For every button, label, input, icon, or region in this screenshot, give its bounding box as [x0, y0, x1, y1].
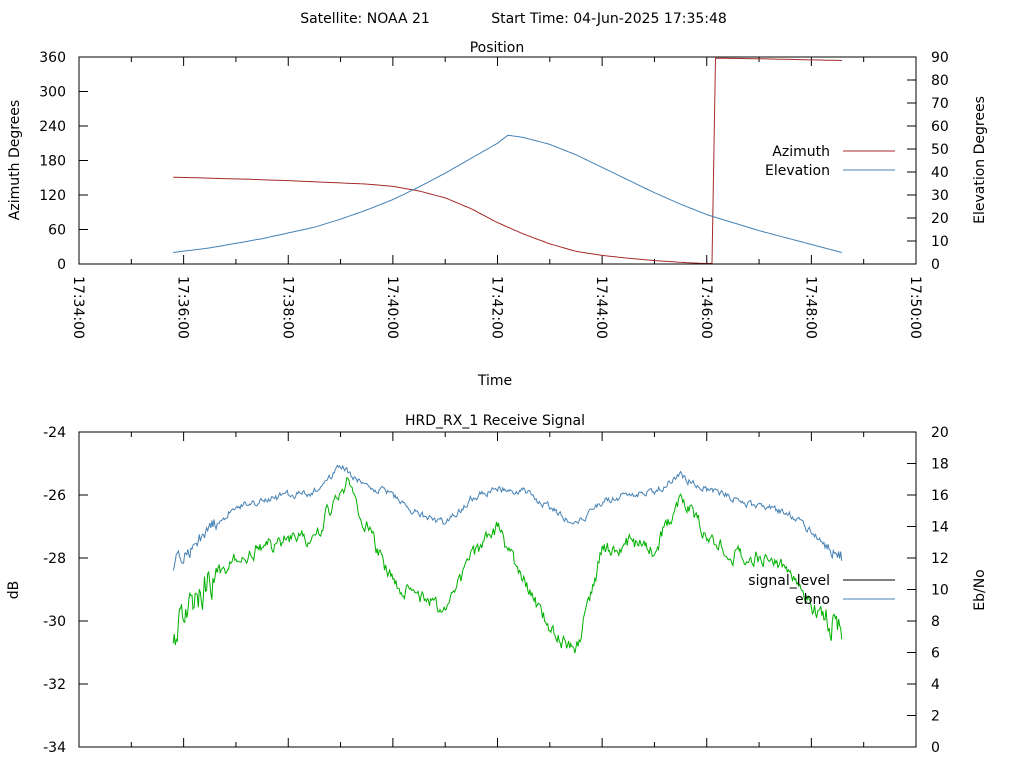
start-time-label: Start Time: 04-Jun-2025 17:35:48: [491, 11, 727, 27]
y-tick-label: -34: [43, 740, 66, 756]
position-legend: Azimuth Elevation: [765, 144, 895, 179]
y2-tick-label: 10: [931, 583, 949, 599]
y-tick-label: 300: [39, 85, 66, 101]
signal-y-tick-labels: -34 -32 -30 -28 -26 -24: [43, 425, 66, 756]
y2-tick-label: 18: [931, 457, 949, 473]
y2-tick-label: 16: [931, 488, 949, 504]
x-tick-label: 17:50:00: [907, 276, 923, 339]
y2-tick-label: 6: [931, 646, 940, 662]
y2-tick-label: 12: [931, 551, 949, 567]
position-chart-title: Position: [470, 40, 525, 56]
y-tick-label: -24: [43, 425, 66, 441]
series-line-ebno: [172, 477, 843, 654]
legend-label: ebno: [795, 592, 830, 608]
series-line-signal-level: [172, 464, 843, 571]
series-line-azimuth: [173, 57, 842, 264]
signal-ticks: [78, 431, 917, 748]
y2-tick-label: 10: [931, 234, 949, 250]
x-tick-label: 17:48:00: [802, 276, 818, 339]
y2-tick-label: 20: [931, 211, 949, 227]
x-tick-label: 17:44:00: [593, 276, 609, 339]
series-line-elevation: [173, 134, 843, 253]
legend-label: signal_level: [748, 573, 830, 589]
x-tick-label: 17:34:00: [70, 276, 86, 339]
signal-plot-frame: [78, 431, 917, 748]
signal-y2-axis-label: Eb/No: [972, 569, 988, 611]
y2-tick-label: 80: [931, 73, 949, 89]
position-chart: Position Azimuth Degrees Elevation Degre…: [7, 40, 988, 389]
x-tick-label: 17:38:00: [279, 276, 295, 339]
y-tick-label: -32: [43, 677, 66, 693]
position-x-tick-labels: 17:34:00 17:36:00 17:38:00 17:40:00 17:42:00…: [70, 276, 923, 339]
x-tick-label: 17:42:00: [489, 276, 505, 339]
y-tick-label: 180: [39, 154, 66, 170]
y2-tick-label: 0: [931, 257, 940, 273]
position-y-tick-labels: 0 60 120 180 240 300 360: [39, 50, 66, 273]
y-tick-label: 0: [57, 257, 66, 273]
x-tick-label: 17:46:00: [698, 276, 714, 339]
legend-label: Azimuth: [772, 144, 830, 160]
y-tick-label: -28: [43, 551, 66, 567]
position-y2-tick-labels: 0 10 20 30 40 50 60 70 80 90: [931, 50, 949, 273]
y-tick-label: 360: [39, 50, 66, 66]
y2-tick-label: 14: [931, 520, 949, 536]
y2-tick-label: 90: [931, 50, 949, 66]
y-tick-label: -26: [43, 488, 66, 504]
signal-chart-title: HRD_RX_1 Receive Signal: [405, 413, 585, 429]
signal-y2-tick-labels: 0 2 4 6 8 10 12 14 16 18 20: [931, 425, 949, 756]
position-x-axis-label: Time: [477, 373, 512, 389]
position-ticks: [78, 56, 917, 265]
y2-tick-label: 40: [931, 165, 949, 181]
y-tick-label: 120: [39, 188, 66, 204]
signal-y-axis-label: dB: [6, 581, 22, 600]
signal-chart: HRD_RX_1 Receive Signal dB Eb/No -34-32-…: [6, 413, 988, 756]
y-tick-label: 60: [48, 223, 66, 239]
signal-series: [172, 464, 843, 654]
y2-tick-label: 70: [931, 96, 949, 112]
y2-tick-label: 60: [931, 119, 949, 135]
x-tick-label: 17:36:00: [175, 276, 191, 339]
y2-tick-label: 8: [931, 614, 940, 630]
legend-label: Elevation: [765, 163, 830, 179]
y-tick-label: -30: [43, 614, 66, 630]
satellite-label: Satellite: NOAA 21: [300, 11, 430, 27]
y2-tick-label: 2: [931, 709, 940, 725]
y2-tick-label: 50: [931, 142, 949, 158]
position-plot-frame: [78, 56, 917, 265]
y2-tick-label: 4: [931, 677, 940, 693]
x-tick-label: 17:40:00: [384, 276, 400, 339]
position-series: [173, 57, 843, 264]
position-y2-axis-label: Elevation Degrees: [972, 96, 988, 224]
y2-tick-label: 20: [931, 425, 949, 441]
y-tick-label: 240: [39, 119, 66, 135]
y2-tick-label: 0: [931, 740, 940, 756]
position-y-axis-label: Azimuth Degrees: [7, 100, 23, 220]
y2-tick-label: 30: [931, 188, 949, 204]
